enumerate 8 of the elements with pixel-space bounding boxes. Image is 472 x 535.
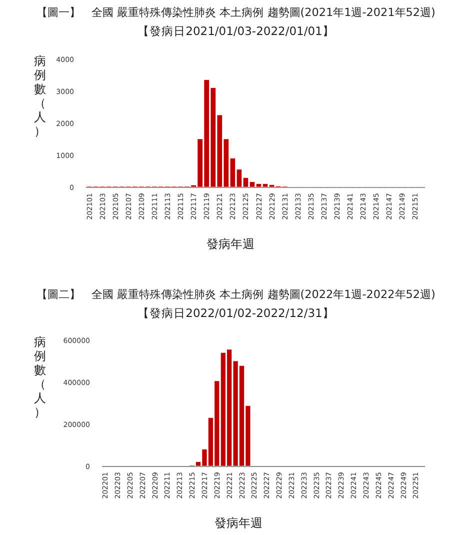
chart-title: 【圖二】 全國 嚴重特殊傳染性肺炎 本土病例 趨勢圖(2022年1週-2022年52週) [36, 288, 436, 301]
chart-title: 【圖一】 全國 嚴重特殊傳染性肺炎 本土病例 趨勢圖(2021年1週-2021年52週) [36, 6, 436, 19]
y-axis-title: 病例數（人） [34, 335, 46, 419]
x-axis-title: 發病年週 [206, 237, 254, 251]
x-axis-title: 發病年週 [214, 516, 262, 530]
y-axis-title: 病例數（人） [34, 54, 46, 138]
chart-subtitle: 【發病日2021/01/03-2022/01/01】 [138, 24, 334, 38]
chart-subtitle: 【發病日2022/01/02-2022/12/31】 [138, 306, 334, 320]
